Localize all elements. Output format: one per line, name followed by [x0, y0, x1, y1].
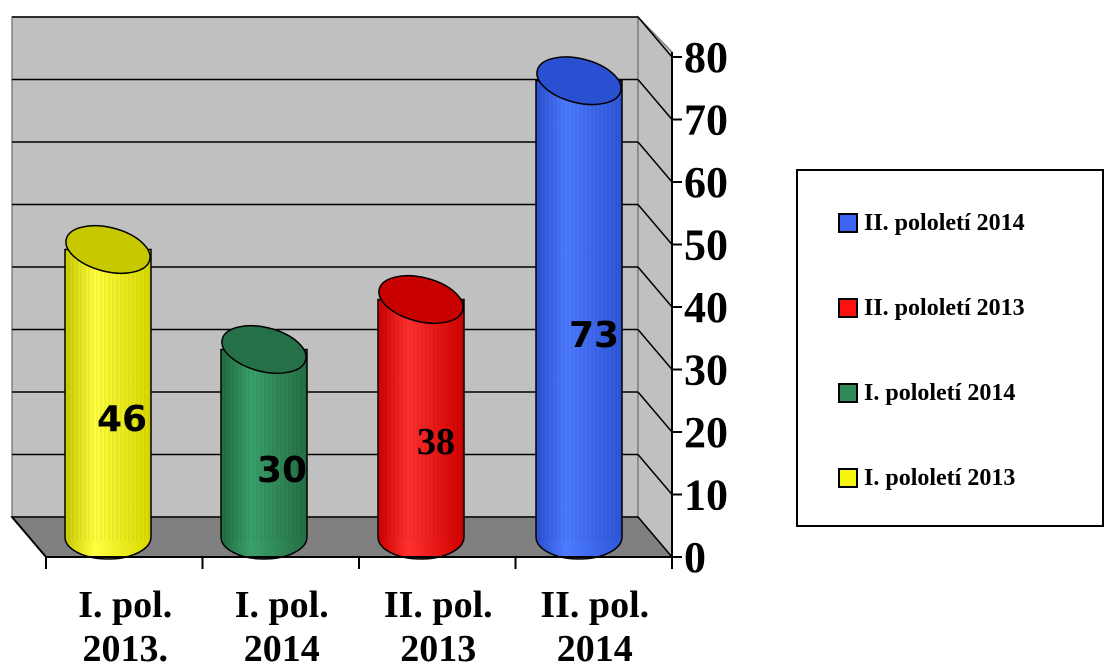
legend-label: II. pololetí 2014: [864, 209, 1025, 236]
y-tick-label: 0: [684, 533, 706, 582]
bar-top: [221, 325, 307, 374]
legend-label: I. pololetí 2013: [864, 464, 1016, 491]
y-tick-label: 70: [684, 96, 728, 145]
y-tick-label: 40: [684, 283, 728, 332]
gridline-side: [637, 329, 673, 370]
y-tick-label: 20: [684, 408, 728, 457]
bar-top: [65, 225, 151, 274]
gridline-side: [637, 141, 673, 183]
gridline-side: [637, 266, 673, 308]
bar-body: [64, 248, 152, 560]
data-label: 46: [97, 399, 147, 440]
legend-swatch: [838, 383, 858, 403]
bar-body: [377, 298, 465, 560]
bar-top: [536, 56, 622, 106]
bar-body: [220, 348, 308, 560]
gridline-side: [637, 16, 673, 58]
axes: [11, 52, 682, 569]
y-tick-label: 60: [684, 158, 728, 207]
legend-item: II. pololetí 2013: [838, 293, 1025, 323]
legend-swatch: [838, 298, 858, 318]
legend-item: I. pololetí 2014: [838, 378, 1015, 408]
gridline-side: [637, 79, 673, 120]
y-tick-label: 10: [684, 471, 728, 520]
gridline-side: [637, 454, 673, 495]
y-tick-label: 30: [684, 346, 728, 395]
bar: [64, 225, 152, 560]
floor-edge: [11, 516, 47, 558]
x-tick-label: I. pol.: [78, 584, 172, 626]
x-tick-label: I. pol.: [235, 584, 329, 626]
data-label: 73: [569, 315, 619, 356]
y-tick-label: 50: [684, 221, 728, 270]
x-tick-label: 2013: [400, 628, 476, 668]
legend-label: I. pololetí 2014: [864, 379, 1016, 406]
data-label: 30: [257, 450, 307, 491]
x-tick-label: II. pol.: [384, 584, 493, 626]
data-labels: 46 30 38 73: [97, 315, 619, 491]
legend-item: II. pololetí 2014: [838, 208, 1025, 238]
x-tick-label: 2013.: [83, 628, 169, 668]
x-tick-label: II. pol.: [540, 584, 649, 626]
x-tick-label: 2014: [557, 628, 633, 668]
legend-swatch: [838, 213, 858, 233]
legend-item: I. pololetí 2013: [838, 463, 1015, 493]
gridline-side: [637, 204, 673, 245]
bar-body: [535, 80, 623, 560]
legend: II. pololetí 2014 II. pololetí 2013 I. pol…: [796, 169, 1104, 527]
bar: [220, 325, 308, 560]
bar: [377, 275, 465, 560]
bar-top: [378, 275, 464, 324]
legend-swatch: [838, 468, 858, 488]
bars: [64, 56, 623, 560]
y-axis-tick-labels: 0 10 20 30 40 50 60 70 80: [684, 33, 728, 582]
y-tick-label: 80: [684, 33, 728, 82]
gridline-side: [637, 391, 673, 433]
bar: [535, 56, 623, 560]
legend-label: II. pololetí 2013: [864, 294, 1025, 321]
x-tick-label: 2014: [244, 628, 320, 668]
data-label: 38: [417, 421, 455, 463]
